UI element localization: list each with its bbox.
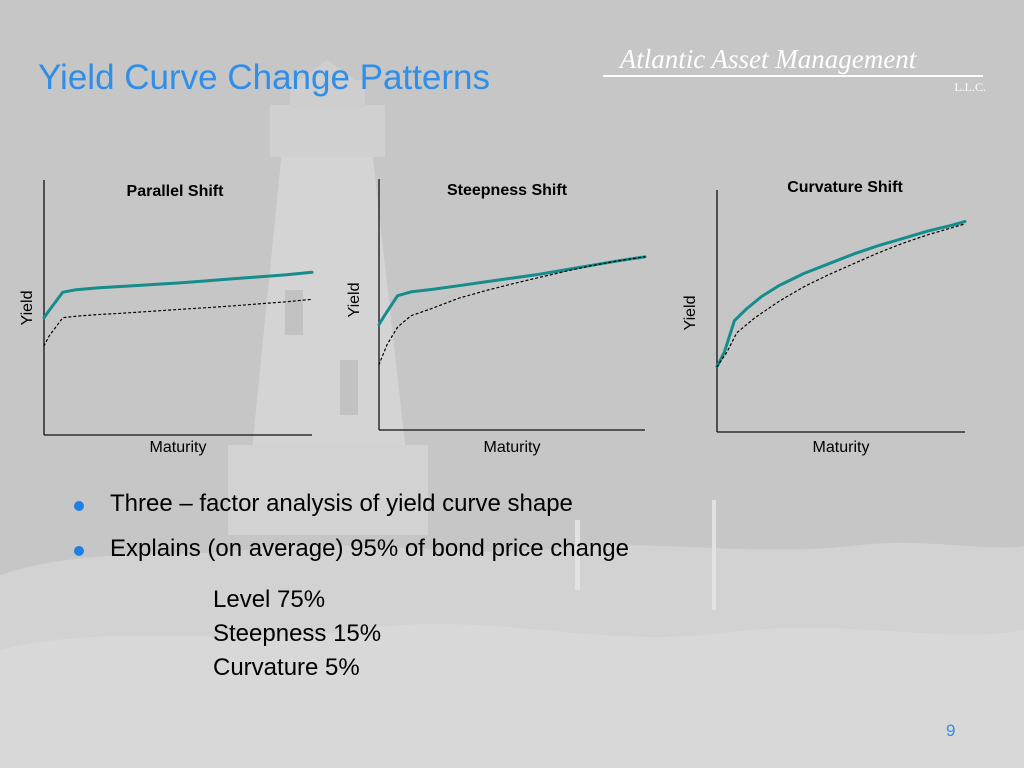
series-original-curve: [716, 223, 966, 368]
series-original-curve: [43, 298, 313, 347]
series-original-curve: [378, 256, 646, 366]
factor-curvature: Curvature 5%: [213, 654, 360, 681]
bullet-text: Three – factor analysis of yield curve s…: [110, 490, 573, 517]
x-axis-label: Maturity: [813, 439, 870, 456]
series-shifted-curve: [377, 255, 647, 327]
factor-list: Level 75% Steepness 15% Curvature 5%: [213, 583, 381, 685]
factor-level: Level 75%: [213, 586, 326, 613]
bullet-dot-icon: [74, 501, 84, 511]
parallel-shift-chart: Parallel Shift Maturity Yield: [0, 165, 330, 465]
series-shifted-curve: [42, 270, 314, 320]
factor-steepness: Steepness 15%: [213, 620, 382, 647]
x-axis-label: Maturity: [484, 439, 541, 456]
chart-title: Curvature Shift: [787, 179, 903, 196]
chart-title: Parallel Shift: [127, 183, 225, 200]
x-axis-label: Maturity: [150, 439, 207, 456]
logo-name: Atlantic Asset Management: [619, 44, 917, 74]
curvature-shift-chart: Curvature Shift Maturity Yield: [675, 165, 1015, 465]
y-axis-label: Yield: [682, 296, 699, 331]
bullet-dot-icon: [74, 546, 84, 556]
logo-suffix: L.L.C.: [954, 80, 986, 94]
logo-rule: [603, 75, 983, 77]
y-axis-label: Yield: [19, 291, 36, 326]
bullet-text: Explains (on average) 95% of bond price …: [110, 535, 629, 562]
slide-title: Yield Curve Change Patterns: [38, 58, 491, 97]
page-number: 9: [946, 721, 956, 740]
steepness-shift-chart: Steepness Shift Maturity Yield: [335, 165, 665, 465]
chart-title: Steepness Shift: [447, 182, 568, 199]
y-axis-label: Yield: [346, 283, 363, 318]
company-logo: Atlantic Asset Management L.L.C.: [600, 40, 990, 100]
series-shifted-curve: [715, 220, 967, 369]
